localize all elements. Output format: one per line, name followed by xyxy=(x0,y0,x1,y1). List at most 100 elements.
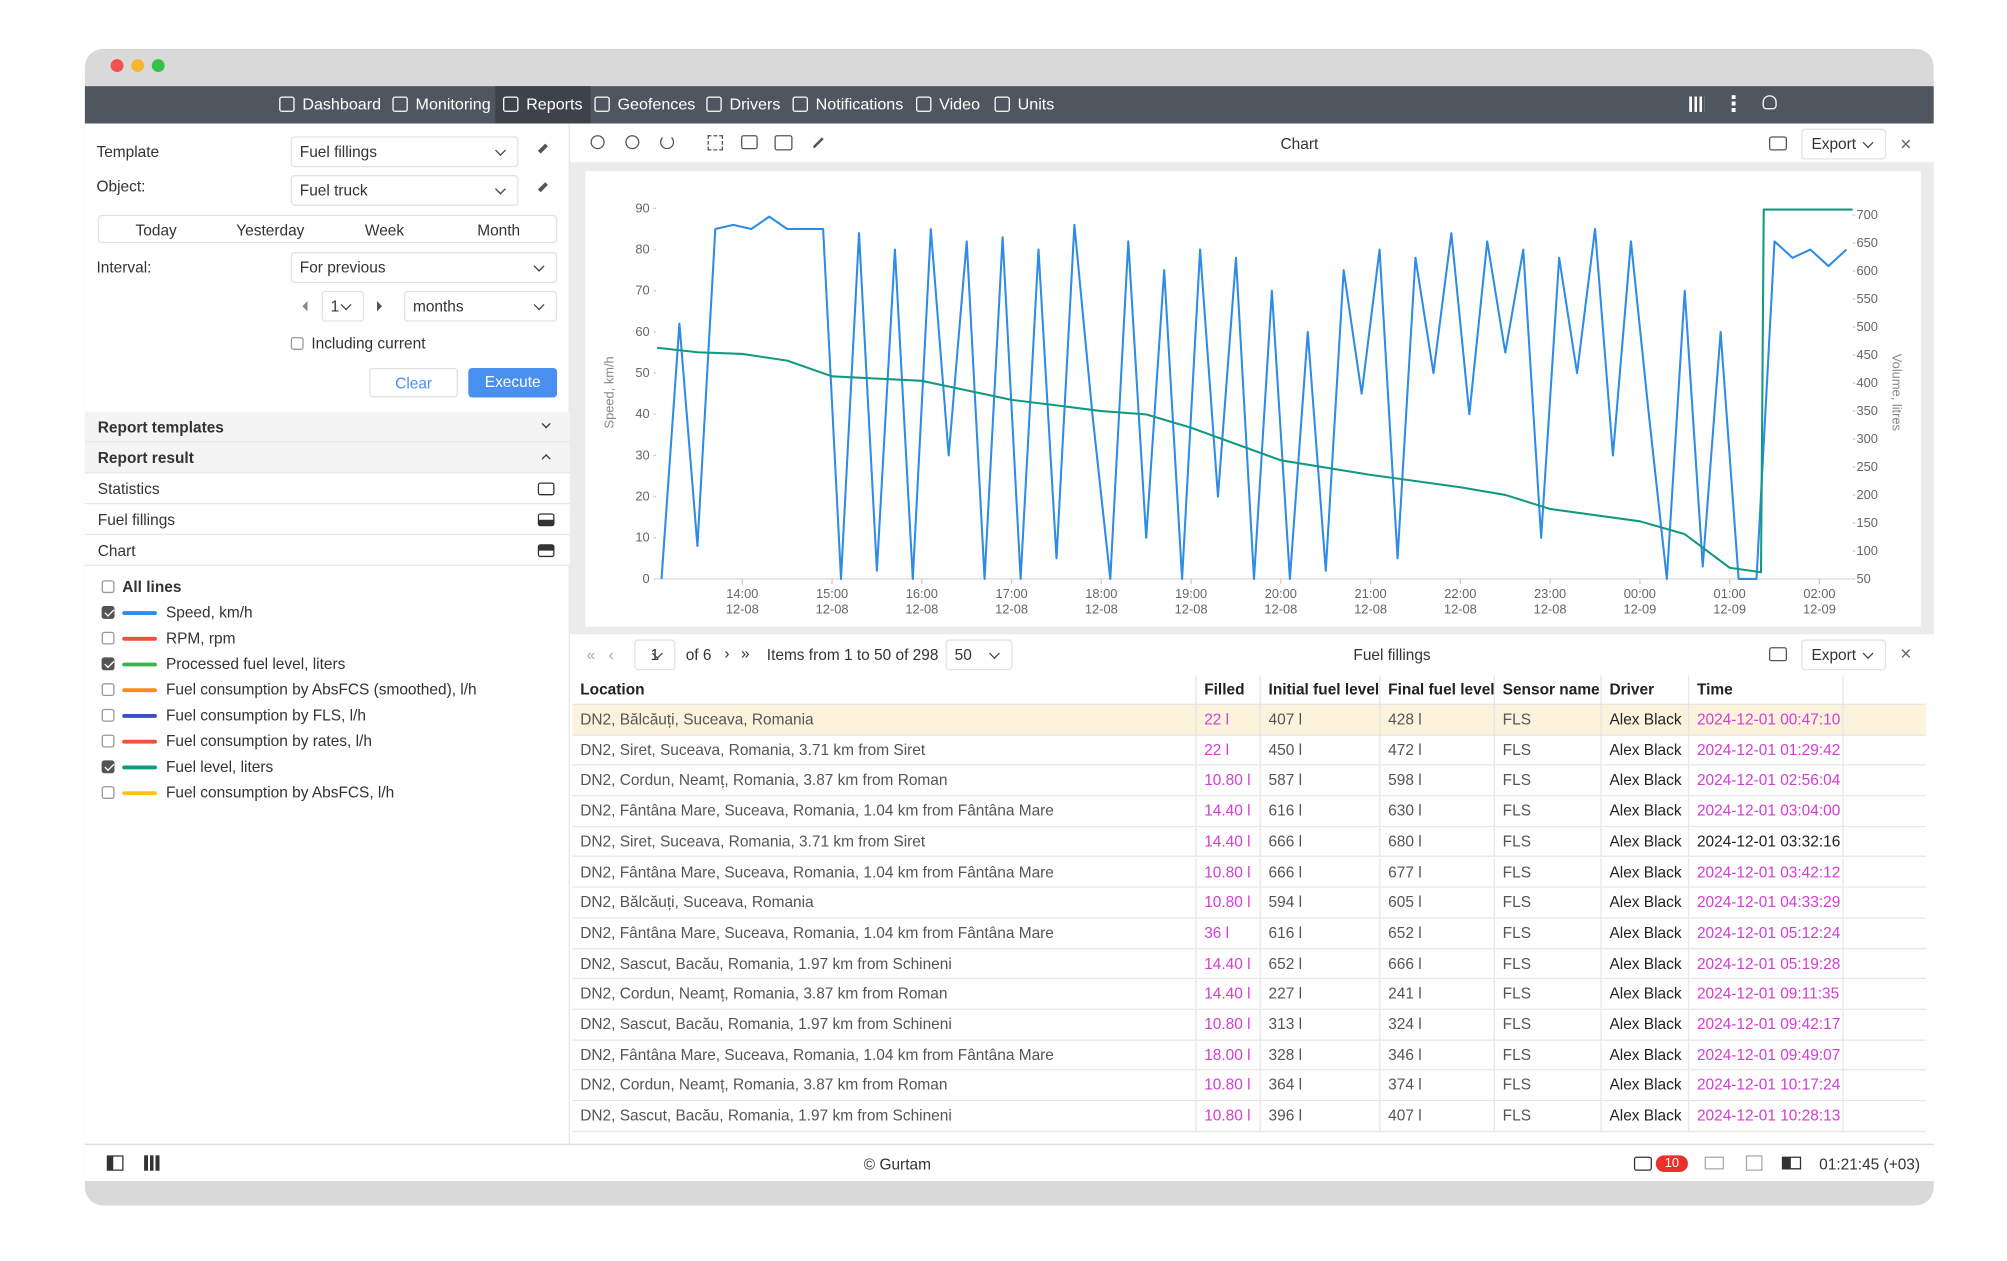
checkbox[interactable] xyxy=(290,337,304,350)
nav-icon xyxy=(994,96,1010,112)
items-info: Items from 1 to 50 of 298 xyxy=(766,645,939,664)
per-page[interactable]: 50 xyxy=(945,639,1013,671)
section-row[interactable]: Fuel fillings xyxy=(84,504,570,536)
template-select[interactable]: Fuel fillings xyxy=(290,136,519,168)
table-cell: 598 l xyxy=(1380,765,1495,796)
period-tab[interactable]: Today xyxy=(135,221,177,240)
reset[interactable] xyxy=(659,135,675,150)
column-header[interactable]: Sensor name xyxy=(1495,675,1602,704)
period-tab[interactable]: Month xyxy=(477,221,521,240)
nav-item[interactable]: Dashboard xyxy=(271,86,388,123)
grid-toggle[interactable] xyxy=(144,1155,160,1171)
column-header[interactable]: Final fuel level xyxy=(1380,675,1495,704)
page-input[interactable]: 1 xyxy=(634,639,676,671)
column-header[interactable]: Location xyxy=(573,675,1197,704)
table-cell: DN2, Bălcăuți, Suceava, Romania xyxy=(573,705,1197,735)
zoom-in[interactable] xyxy=(590,135,605,150)
checkbox[interactable] xyxy=(101,605,115,619)
checkbox[interactable] xyxy=(101,683,115,697)
column-header[interactable]: Initial fuel level xyxy=(1261,675,1381,704)
y-tick-label: 70 xyxy=(635,283,649,298)
mail-icon[interactable] xyxy=(1704,1156,1724,1170)
print[interactable] xyxy=(1768,647,1788,662)
nav-item[interactable]: Reports xyxy=(495,86,591,124)
table-row: DN2, Fântâna Mare, Suceava, Romania, 1.0… xyxy=(572,1040,1926,1071)
table-cell: 227 l xyxy=(1261,979,1381,1009)
panel-toggle[interactable] xyxy=(106,1155,124,1171)
export[interactable]: Export xyxy=(1801,639,1887,671)
table-cell: DN2, Sascut, Bacău, Romania, 1.97 km fro… xyxy=(573,1101,1197,1131)
line-label: RPM, rpm xyxy=(165,629,236,648)
section-row[interactable]: Report templates xyxy=(84,411,570,443)
checkbox[interactable] xyxy=(101,657,115,671)
period-tab[interactable]: Yesterday xyxy=(236,221,305,240)
nav-item[interactable]: Notifications xyxy=(785,86,911,123)
checkbox[interactable] xyxy=(101,786,115,799)
table-cell: 396 l xyxy=(1261,1101,1381,1131)
decrement[interactable] xyxy=(302,301,308,312)
chart-toolbar xyxy=(569,123,1934,164)
min-dot[interactable] xyxy=(131,59,145,73)
y2-tick-label: 500 xyxy=(1856,319,1877,334)
object-select[interactable]: Fuel truck xyxy=(290,174,519,206)
first-page[interactable]: « xyxy=(586,645,596,664)
table-cell: 2024-12-01 03:04:00 xyxy=(1689,796,1844,826)
nav-item[interactable]: Monitoring xyxy=(385,86,499,123)
y-axis-label: Speed, km/h xyxy=(602,356,617,428)
column-header[interactable]: Time xyxy=(1689,675,1844,704)
period-tab[interactable]: Week xyxy=(364,221,405,240)
close[interactable]: × xyxy=(1900,643,1912,666)
section-row[interactable]: Report result xyxy=(84,442,570,474)
layout-icon[interactable] xyxy=(1781,1156,1802,1170)
unit-select[interactable]: months xyxy=(403,290,558,322)
annotations[interactable] xyxy=(741,135,758,150)
table-cell: FLS xyxy=(1495,1070,1602,1101)
x-tick-label: 22:00 xyxy=(1444,586,1476,601)
table-cell: 2024-12-01 05:12:24 xyxy=(1689,918,1844,948)
chevron xyxy=(541,454,551,464)
table-cell: 472 l xyxy=(1380,735,1495,765)
checkbox[interactable] xyxy=(101,760,115,774)
print[interactable] xyxy=(1768,136,1788,151)
table-cell: 587 l xyxy=(1261,765,1381,796)
nav-item[interactable]: Drivers xyxy=(699,86,789,123)
execute-button[interactable]: Execute xyxy=(468,367,558,398)
checkbox[interactable] xyxy=(101,631,115,645)
prev-page[interactable]: ‹ xyxy=(608,645,614,664)
zoom-out[interactable] xyxy=(625,135,640,150)
clear-button[interactable]: Clear xyxy=(369,367,459,398)
timeline[interactable] xyxy=(774,135,793,151)
table-cell: 630 l xyxy=(1380,796,1495,826)
nav-item[interactable]: Video xyxy=(908,86,987,123)
export[interactable]: Export xyxy=(1801,128,1887,160)
nav-item[interactable]: Units xyxy=(987,86,1062,123)
close-dot[interactable] xyxy=(110,59,124,73)
select-area[interactable] xyxy=(707,135,724,151)
section-row[interactable]: Statistics xyxy=(84,473,570,505)
nav-icon xyxy=(503,96,519,112)
chart-title: Chart xyxy=(1280,135,1319,154)
next-page[interactable]: › xyxy=(724,644,730,663)
column-header[interactable]: Driver xyxy=(1602,675,1690,704)
interval-select[interactable]: For previous xyxy=(290,252,558,284)
table-cell: DN2, Cordun, Neamț, Romania, 3.87 km fro… xyxy=(573,979,1197,1009)
x-tick-date: 12-08 xyxy=(995,602,1028,617)
checkbox[interactable] xyxy=(101,580,115,594)
count-input[interactable]: 1 xyxy=(321,290,365,322)
nav-item[interactable]: Geofences xyxy=(587,86,703,123)
apps-icon[interactable] xyxy=(1689,96,1705,112)
close[interactable]: × xyxy=(1900,133,1912,156)
nav-icon xyxy=(792,96,808,112)
last-page[interactable]: » xyxy=(741,644,750,663)
checkbox[interactable] xyxy=(101,734,115,748)
increment[interactable] xyxy=(376,301,383,312)
events-icon[interactable] xyxy=(1633,1156,1652,1171)
user-icon[interactable] xyxy=(1762,95,1777,110)
max-dot[interactable] xyxy=(151,59,165,73)
image-icon[interactable] xyxy=(1745,1155,1763,1171)
section-row[interactable]: Chart xyxy=(84,535,570,567)
checkbox[interactable] xyxy=(101,708,115,722)
column-header[interactable]: Filled xyxy=(1196,675,1261,704)
menu-icon[interactable] xyxy=(1731,95,1736,114)
table-cell: 2024-12-01 02:56:04 xyxy=(1689,765,1844,796)
